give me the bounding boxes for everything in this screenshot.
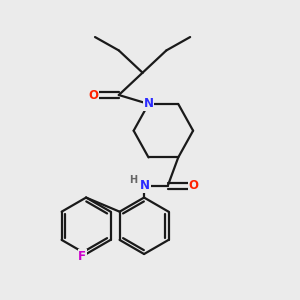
Text: N: N xyxy=(140,179,150,192)
Text: F: F xyxy=(78,250,86,263)
Text: O: O xyxy=(88,88,98,101)
Text: H: H xyxy=(130,175,138,185)
Text: O: O xyxy=(188,179,198,192)
Text: N: N xyxy=(143,98,154,110)
